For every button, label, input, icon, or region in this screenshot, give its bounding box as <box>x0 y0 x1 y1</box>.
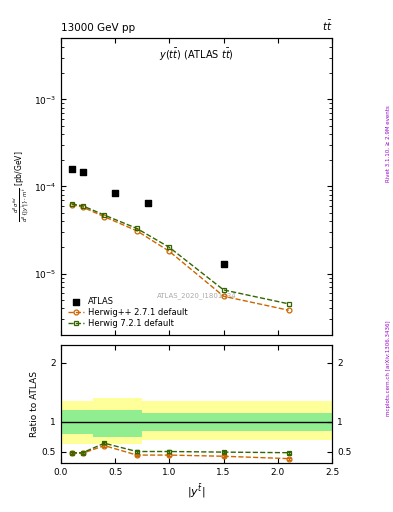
Herwig 7.2.1 default <box>70 201 74 207</box>
Bar <box>142 413 332 431</box>
Herwig++ 2.7.1 default <box>167 248 172 254</box>
Line: Herwig++ 2.7.1 default: Herwig++ 2.7.1 default <box>69 202 291 313</box>
Herwig++ 2.7.1 default <box>80 204 85 210</box>
Herwig++ 2.7.1 default <box>286 307 291 313</box>
ATLAS <box>145 199 151 207</box>
ATLAS <box>79 168 86 177</box>
Text: $t\bar{t}$: $t\bar{t}$ <box>321 19 332 33</box>
Bar <box>94 398 142 444</box>
Text: Rivet 3.1.10, ≥ 2.9M events: Rivet 3.1.10, ≥ 2.9M events <box>386 105 391 182</box>
Herwig++ 2.7.1 default <box>102 214 107 220</box>
Bar <box>61 410 94 434</box>
Herwig 7.2.1 default <box>80 203 85 209</box>
ATLAS <box>220 260 227 268</box>
Herwig 7.2.1 default <box>286 301 291 307</box>
Herwig 7.2.1 default <box>102 212 107 218</box>
X-axis label: $|y^{\bar{t}}|$: $|y^{\bar{t}}|$ <box>187 483 206 501</box>
Y-axis label: Ratio to ATLAS: Ratio to ATLAS <box>30 371 39 437</box>
Line: Herwig 7.2.1 default: Herwig 7.2.1 default <box>69 202 291 306</box>
Herwig 7.2.1 default <box>167 244 172 250</box>
Legend: ATLAS, Herwig++ 2.7.1 default, Herwig 7.2.1 default: ATLAS, Herwig++ 2.7.1 default, Herwig 7.… <box>65 294 190 330</box>
Y-axis label: $\frac{d^2\sigma^{fid}}{d^2\{|y^{\bar{t}}|\}\cdot m^{\bar{t}}}$ [pb/GeV]: $\frac{d^2\sigma^{fid}}{d^2\{|y^{\bar{t}… <box>12 151 32 222</box>
ATLAS <box>112 188 118 197</box>
Herwig 7.2.1 default <box>221 287 226 293</box>
Bar <box>61 401 94 444</box>
Text: mcplots.cern.ch [arXiv:1306.3436]: mcplots.cern.ch [arXiv:1306.3436] <box>386 321 391 416</box>
Text: ATLAS_2020_I1801434: ATLAS_2020_I1801434 <box>157 293 236 300</box>
Bar <box>142 401 332 440</box>
Herwig++ 2.7.1 default <box>221 293 226 300</box>
Herwig++ 2.7.1 default <box>134 228 139 234</box>
Bar <box>94 410 142 437</box>
Text: 13000 GeV pp: 13000 GeV pp <box>61 23 135 33</box>
ATLAS <box>69 164 75 173</box>
Herwig++ 2.7.1 default <box>70 202 74 208</box>
Text: $y(t\bar{t})$ (ATLAS $t\bar{t}$): $y(t\bar{t})$ (ATLAS $t\bar{t}$) <box>159 47 234 63</box>
Herwig 7.2.1 default <box>134 225 139 231</box>
